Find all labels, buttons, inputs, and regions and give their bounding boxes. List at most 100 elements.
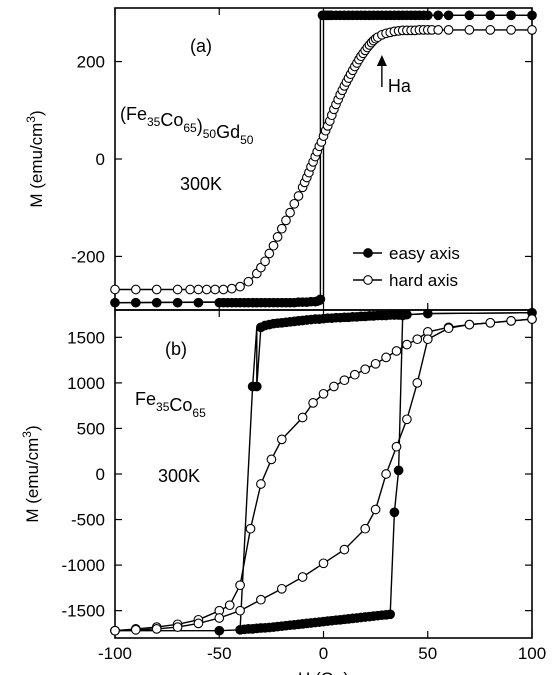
legend-marker bbox=[363, 248, 373, 258]
hard-axis-point bbox=[256, 479, 266, 489]
hard-axis-point bbox=[339, 375, 350, 386]
sample-composition: Fe35Co65 bbox=[135, 389, 206, 420]
easy-axis-point bbox=[527, 10, 537, 21]
hard-axis-point bbox=[391, 441, 402, 452]
y-tick-label: -1500 bbox=[62, 602, 105, 621]
temperature-label: 300K bbox=[158, 466, 200, 486]
easy-axis-point bbox=[214, 625, 225, 636]
hard-axis-point bbox=[218, 284, 229, 295]
hard-axis-point bbox=[485, 25, 496, 35]
hard-axis-point bbox=[193, 618, 204, 629]
hard-axis-point bbox=[464, 25, 475, 35]
hard-axis-point bbox=[185, 284, 195, 295]
easy-axis-point bbox=[385, 609, 396, 620]
easy-axis-point bbox=[151, 297, 162, 308]
hard-axis-point bbox=[464, 319, 475, 330]
legend-entry: hard axis bbox=[389, 271, 458, 290]
hard-axis-point bbox=[318, 558, 329, 569]
hard-axis-point bbox=[276, 583, 287, 594]
hard-axis-point bbox=[485, 317, 496, 328]
y-axis-title: M (emu/cm3) bbox=[24, 110, 46, 207]
y-tick-label: 0 bbox=[96, 465, 105, 484]
easy-axis-point bbox=[110, 297, 120, 308]
hard-axis-point bbox=[402, 414, 412, 425]
panel-a: -200 0 200 M (emu/cm3) (a) (Fe35Co65)50Gd50 30… bbox=[24, 7, 537, 311]
y-tick-label: 200 bbox=[77, 53, 105, 72]
hard-axis-point bbox=[370, 504, 381, 515]
hard-axis-point bbox=[412, 334, 423, 345]
hard-axis-point bbox=[210, 284, 220, 295]
hard-axis-point bbox=[360, 364, 371, 375]
hard-axis-point bbox=[297, 412, 308, 423]
x-tick-label: 0 bbox=[319, 644, 328, 663]
ha-label: Ha bbox=[388, 76, 412, 96]
hard-axis-point bbox=[412, 378, 423, 388]
hard-axis-point bbox=[318, 388, 329, 399]
hard-axis-point bbox=[443, 25, 454, 35]
easy-axis-point bbox=[422, 308, 433, 319]
easy-axis-point bbox=[393, 465, 404, 476]
legend-marker bbox=[363, 275, 373, 285]
easy-axis-point bbox=[397, 310, 408, 320]
hard-axis-point bbox=[226, 283, 237, 294]
hard-axis-point bbox=[506, 316, 516, 326]
panel-label: (a) bbox=[190, 36, 212, 56]
hard-axis-point bbox=[297, 572, 308, 582]
hard-axis-point bbox=[268, 240, 279, 251]
hard-axis-point bbox=[256, 594, 266, 605]
easy-axis-point bbox=[193, 297, 204, 308]
hard-axis-point bbox=[193, 284, 204, 295]
hard-axis-point bbox=[272, 232, 283, 242]
hard-axis-point bbox=[235, 605, 245, 616]
hard-axis-point bbox=[349, 369, 360, 380]
hard-axis-point bbox=[214, 613, 225, 623]
hard-axis-point bbox=[360, 523, 371, 534]
hard-axis-point bbox=[151, 624, 162, 634]
hard-axis-point bbox=[264, 248, 275, 259]
hard-axis-point bbox=[260, 256, 270, 267]
y-tick-label: 1000 bbox=[67, 374, 105, 393]
hard-axis-point bbox=[402, 339, 412, 350]
easy-axis-point bbox=[433, 10, 444, 21]
hard-axis-point bbox=[281, 215, 291, 226]
x-tick-label: -50 bbox=[207, 644, 232, 663]
y-tick-label: -500 bbox=[71, 511, 105, 530]
hard-axis-point bbox=[329, 381, 339, 392]
hard-axis-point bbox=[130, 284, 141, 295]
hard-axis-point bbox=[422, 334, 433, 345]
hard-axis-point bbox=[289, 198, 300, 209]
easy-axis-point bbox=[443, 10, 454, 21]
hard-axis-point bbox=[201, 284, 212, 295]
hard-axis-point bbox=[224, 600, 235, 611]
hard-axis-point bbox=[110, 284, 120, 295]
hard-axis-point bbox=[527, 25, 537, 35]
hard-axis-point bbox=[276, 223, 287, 234]
hard-axis-point bbox=[172, 284, 183, 295]
hard-axis-point bbox=[243, 276, 254, 287]
hard-axis-point bbox=[151, 284, 162, 295]
hard-axis-point bbox=[276, 434, 287, 445]
hard-axis-point bbox=[391, 346, 402, 356]
sample-composition: (Fe35Co65)50Gd50 bbox=[120, 104, 254, 147]
x-tick-label: 50 bbox=[418, 644, 437, 663]
hard-axis-point bbox=[381, 469, 391, 479]
hard-axis-point bbox=[293, 191, 304, 201]
y-axis-title: M (emu/cm3) bbox=[20, 425, 42, 522]
x-axis-title: H (Oe) bbox=[298, 669, 349, 675]
y-tick-label: 500 bbox=[77, 419, 105, 438]
hard-axis-point bbox=[370, 358, 381, 369]
legend-entry: easy axis bbox=[389, 244, 460, 263]
hard-axis-point bbox=[308, 398, 318, 408]
y-tick-label: -200 bbox=[71, 247, 105, 266]
hard-axis-point bbox=[235, 281, 245, 292]
hard-axis-point bbox=[506, 25, 516, 35]
easy-axis-point bbox=[315, 294, 326, 305]
hard-axis-point bbox=[130, 624, 141, 635]
easy-axis-point bbox=[247, 381, 258, 392]
ha-arrow-head bbox=[376, 55, 387, 66]
y-tick-label: 0 bbox=[96, 150, 105, 169]
hard-axis-point bbox=[172, 622, 183, 632]
hard-axis-point bbox=[245, 523, 256, 534]
